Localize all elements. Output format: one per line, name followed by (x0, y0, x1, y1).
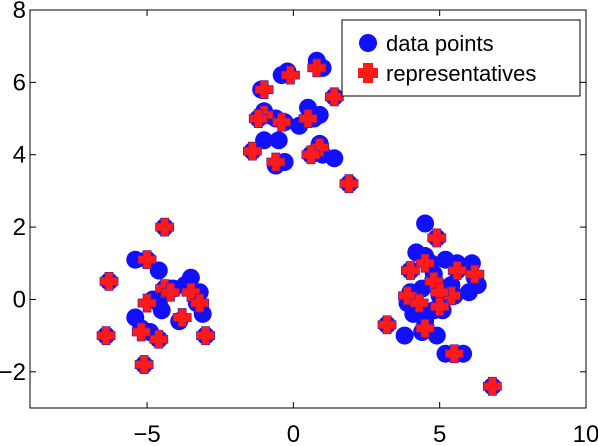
data-point (395, 326, 414, 345)
y-tick-label: 6 (13, 69, 26, 96)
representative-point (377, 315, 397, 335)
representative-point (131, 322, 151, 342)
legend-box (341, 19, 581, 97)
representative-point (172, 308, 192, 327)
representative-point (137, 250, 157, 270)
representative-point (339, 174, 359, 194)
legend-item-data-points: data points (359, 31, 494, 56)
data-point (325, 149, 344, 168)
representative-point (96, 326, 116, 346)
axes-frame (29, 9, 587, 409)
data-point (255, 131, 274, 150)
data-point (459, 283, 478, 302)
y-tick-label: 2 (13, 214, 26, 241)
y-tick-label: 4 (13, 142, 26, 169)
y-tick-label: −2 (0, 359, 26, 386)
representative-point (482, 376, 502, 396)
data-layer (96, 51, 502, 396)
representative-point (324, 87, 344, 107)
representative-point (298, 109, 318, 128)
representative-point (301, 145, 321, 165)
y-tick-label: 8 (13, 0, 26, 24)
representative-point (307, 58, 327, 78)
representative-point (266, 152, 286, 172)
representative-point (447, 261, 467, 280)
representative-point (415, 319, 435, 338)
legend: data points representatives (341, 19, 581, 97)
representative-point (99, 271, 119, 291)
legend-marker-circle (359, 34, 377, 52)
representative-point (465, 264, 485, 284)
y-tick-label: 0 (13, 286, 26, 313)
representative-point (137, 293, 157, 313)
representative-point (190, 293, 210, 313)
representative-point (409, 293, 429, 313)
representative-point (427, 228, 447, 248)
representative-point (310, 138, 330, 157)
representative-point (149, 329, 169, 349)
data-point (181, 268, 200, 287)
representative-point (281, 65, 300, 85)
x-tick-label: 0 (287, 421, 300, 446)
data-point (416, 214, 435, 233)
representative-point (444, 344, 464, 364)
representative-point (272, 112, 292, 132)
representative-point (248, 109, 268, 128)
legend-marker-plus (358, 63, 378, 83)
representative-point (415, 253, 435, 273)
data-point (152, 301, 171, 320)
representative-point (430, 297, 450, 317)
data-point (269, 131, 288, 150)
legend-label: representatives (386, 61, 536, 86)
representative-point (401, 261, 420, 280)
data-point (149, 261, 168, 280)
representative-point (134, 355, 154, 374)
representative-point (155, 217, 175, 237)
x-tick-label: 10 (573, 421, 598, 446)
x-tick-label: −5 (133, 421, 160, 446)
representative-point (196, 326, 215, 346)
legend-item-representatives: representatives (358, 61, 536, 86)
representative-point (161, 282, 180, 302)
representative-point (243, 141, 262, 161)
x-tick-label: 5 (433, 421, 446, 446)
representative-point (254, 80, 274, 99)
legend-label: data points (386, 31, 494, 56)
